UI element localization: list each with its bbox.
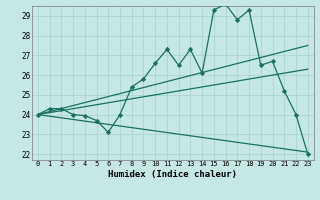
X-axis label: Humidex (Indice chaleur): Humidex (Indice chaleur): [108, 170, 237, 179]
